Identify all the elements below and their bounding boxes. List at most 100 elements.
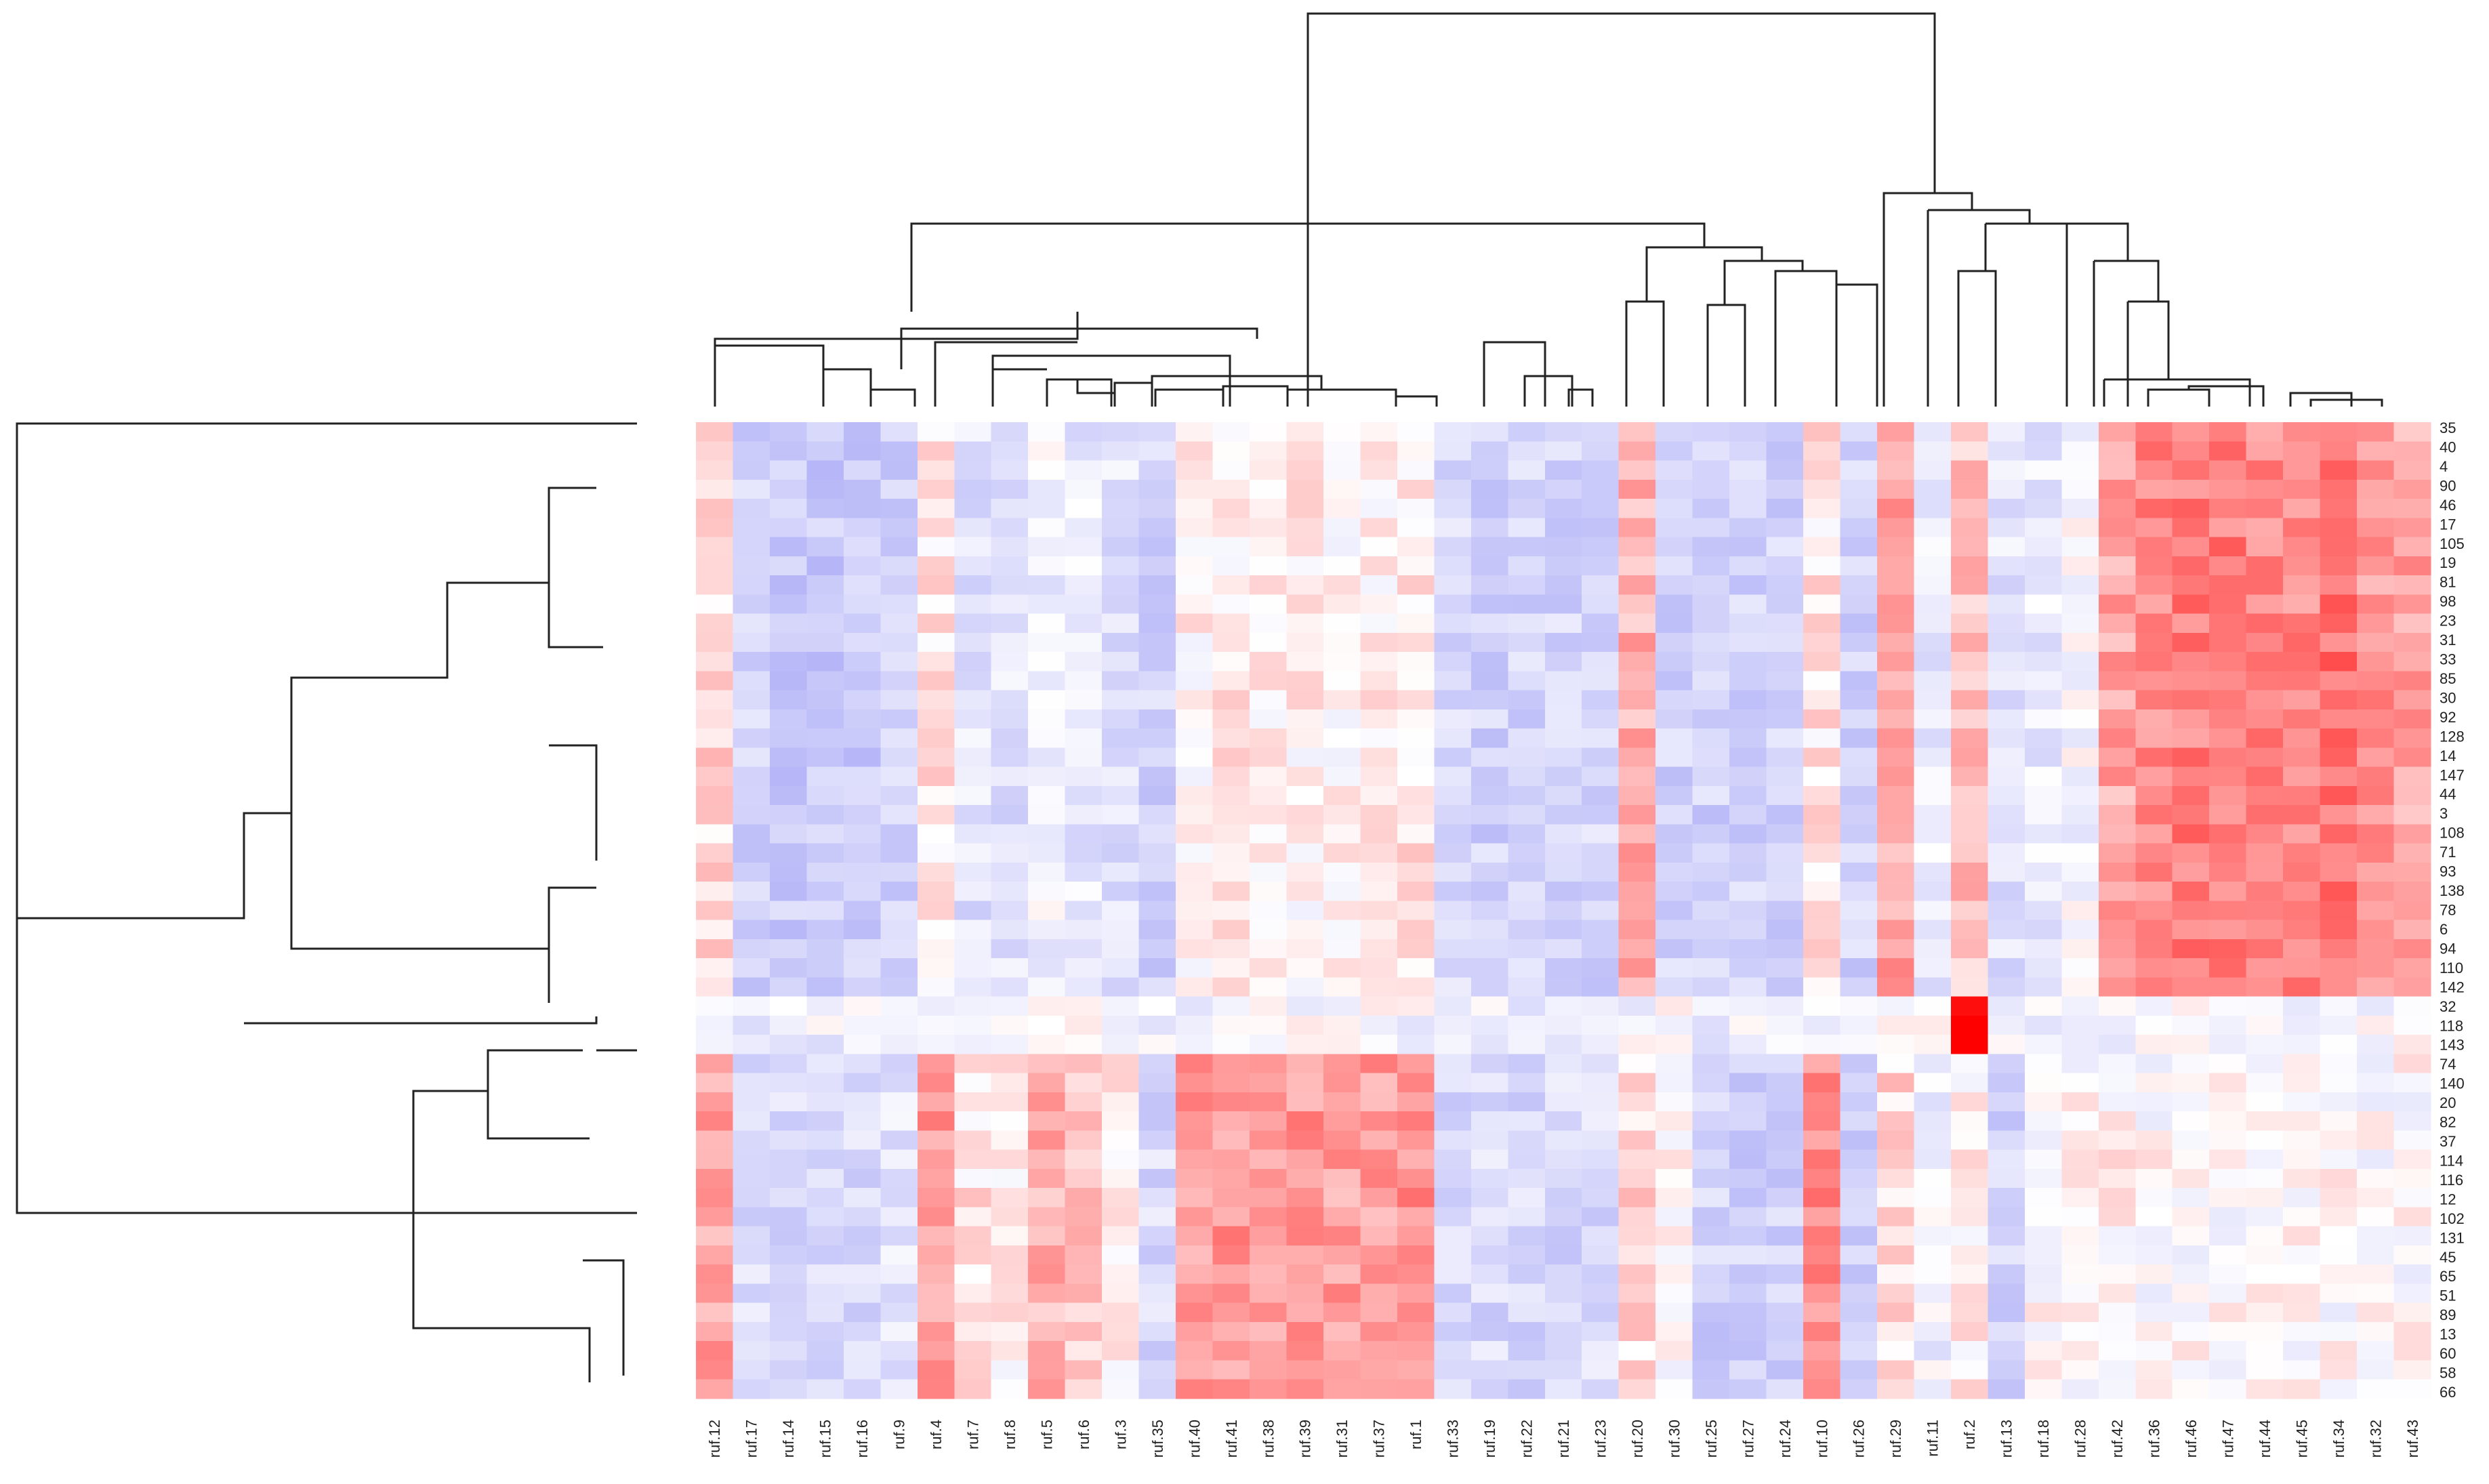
heatmap-cell: [1655, 556, 1693, 576]
heatmap-cell: [1692, 479, 1730, 499]
row-label: 58: [2440, 1365, 2456, 1382]
heatmap-cell: [2061, 690, 2099, 710]
heatmap-cell: [1766, 1130, 1804, 1151]
heatmap-cell: [1803, 690, 1841, 710]
heatmap-cell: [1692, 460, 1730, 480]
heatmap-cell: [2061, 1207, 2099, 1227]
heatmap-cell: [1582, 977, 1620, 997]
heatmap-cell: [2246, 1226, 2284, 1246]
heatmap-cell: [696, 1092, 734, 1112]
heatmap-cell: [1655, 1207, 1693, 1227]
heatmap-cell: [1250, 479, 1288, 499]
heatmap-cell: [2024, 422, 2062, 442]
heatmap-cell: [2172, 747, 2210, 768]
heatmap-cell: [1618, 709, 1656, 729]
column-label: ruf.36: [2145, 1420, 2162, 1458]
heatmap-cell: [2357, 613, 2395, 634]
heatmap-cell: [696, 1073, 734, 1093]
heatmap-cell: [1582, 441, 1620, 461]
heatmap-cell: [2209, 882, 2247, 901]
heatmap-cell: [2135, 843, 2173, 863]
heatmap-cell: [917, 556, 955, 576]
heatmap-cell: [1138, 441, 1176, 461]
heatmap-cell: [2246, 785, 2284, 806]
heatmap-cell: [1102, 901, 1140, 921]
heatmap-cell: [1988, 766, 2025, 787]
column-label: ruf.39: [1297, 1420, 1314, 1458]
heatmap-cell: [954, 499, 992, 518]
heatmap-cell: [2135, 1092, 2173, 1112]
row-label: 140: [2440, 1075, 2465, 1092]
heatmap-cell: [1508, 1111, 1546, 1132]
heatmap-cell: [1729, 1207, 1767, 1227]
heatmap-cell: [1470, 1188, 1508, 1208]
heatmap-cell: [2135, 632, 2173, 653]
heatmap-cell: [2172, 1130, 2210, 1151]
heatmap-cell: [843, 920, 881, 940]
heatmap-cell: [2024, 1054, 2062, 1074]
heatmap-cell: [1323, 1092, 1361, 1112]
heatmap-cell: [1618, 575, 1656, 595]
heatmap-cell: [2393, 1015, 2431, 1035]
heatmap-cell: [1766, 958, 1804, 978]
heatmap-cell: [1876, 1245, 1915, 1265]
heatmap-cell: [1840, 785, 1878, 806]
column-label: ruf.35: [1149, 1420, 1166, 1458]
heatmap-cell: [1803, 441, 1841, 461]
heatmap-cell: [2061, 632, 2099, 653]
heatmap-cell: [1286, 460, 1324, 480]
heatmap-cell: [1508, 460, 1546, 480]
heatmap-cell: [1065, 652, 1103, 672]
heatmap-cell: [1988, 1073, 2025, 1093]
heatmap-cell: [1729, 843, 1767, 863]
heatmap-cell: [1138, 805, 1176, 825]
heatmap-cell: [1766, 1168, 1804, 1189]
heatmap-cell: [733, 594, 770, 615]
heatmap-cell: [769, 1092, 808, 1112]
heatmap-cell: [1470, 1015, 1508, 1035]
heatmap-cell: [1618, 958, 1656, 978]
heatmap-cell: [991, 1341, 1029, 1361]
heatmap-cell: [1582, 690, 1620, 710]
heatmap-cell: [1470, 575, 1508, 595]
heatmap-cell: [1286, 920, 1324, 940]
heatmap-cell: [991, 747, 1029, 768]
heatmap-cell: [2393, 1341, 2431, 1361]
heatmap-cell: [1434, 977, 1472, 997]
heatmap-cell: [954, 1015, 992, 1035]
heatmap-cell: [954, 1054, 992, 1074]
heatmap-cell: [1360, 556, 1398, 576]
heatmap-cell: [1508, 996, 1546, 1016]
heatmap-cell: [696, 537, 734, 557]
heatmap-cell: [1360, 882, 1398, 901]
heatmap-cell: [1876, 920, 1915, 940]
heatmap-cell: [2357, 920, 2395, 940]
heatmap-cell: [1323, 1264, 1361, 1285]
heatmap-cell: [1212, 882, 1250, 901]
heatmap-cell: [2246, 1360, 2284, 1380]
heatmap-cell: [1840, 1168, 1878, 1189]
column-label: ruf.38: [1260, 1420, 1277, 1458]
heatmap-cell: [1470, 479, 1508, 499]
heatmap-cell: [1582, 996, 1620, 1016]
heatmap-cell: [2320, 594, 2358, 615]
heatmap-cell: [2024, 785, 2062, 806]
heatmap-cell: [2098, 747, 2136, 768]
heatmap-cell: [1360, 632, 1398, 653]
heatmap-cell: [806, 1226, 844, 1246]
heatmap-cell: [2024, 977, 2062, 997]
heatmap-cell: [696, 460, 734, 480]
heatmap-cell: [1434, 613, 1472, 634]
heatmap-cell: [843, 1321, 881, 1342]
heatmap-cell: [1729, 1054, 1767, 1074]
heatmap-cell: [1766, 1302, 1804, 1323]
heatmap-cell: [1286, 766, 1324, 787]
heatmap-cell: [1729, 805, 1767, 825]
heatmap-cell: [769, 1073, 808, 1093]
heatmap-cell: [2135, 1264, 2173, 1285]
heatmap-cell: [1212, 460, 1250, 480]
heatmap-cell: [733, 862, 770, 882]
heatmap-cell: [843, 1360, 881, 1380]
heatmap-cell: [954, 996, 992, 1016]
heatmap-cell: [1729, 785, 1767, 806]
